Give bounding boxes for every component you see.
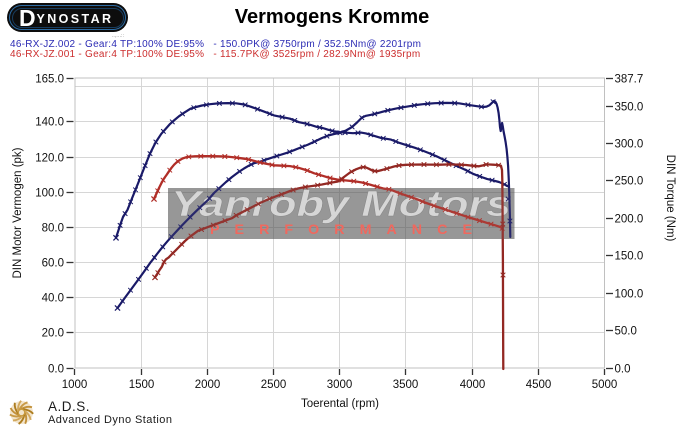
- svg-text:4500: 4500: [526, 379, 552, 391]
- svg-text:PERFORMANCE: PERFORMANCE: [210, 222, 487, 237]
- svg-text:150.0: 150.0: [615, 250, 644, 262]
- svg-text:2000: 2000: [195, 379, 221, 391]
- svg-text:3500: 3500: [393, 379, 419, 391]
- svg-text:200.0: 200.0: [615, 213, 644, 225]
- svg-text:DIN Torque (Nm): DIN Torque (Nm): [664, 155, 676, 242]
- svg-text:20.0: 20.0: [42, 327, 64, 339]
- svg-text:Yanroby Motors: Yanroby Motors: [171, 183, 511, 224]
- svg-text:DIN Motor Vermogen (pk): DIN Motor Vermogen (pk): [12, 147, 24, 278]
- svg-text:Toerental (rpm): Toerental (rpm): [301, 398, 379, 410]
- svg-text:60.0: 60.0: [42, 257, 64, 269]
- svg-text:3000: 3000: [327, 379, 353, 391]
- svg-text:2500: 2500: [261, 379, 287, 391]
- svg-text:140.0: 140.0: [35, 116, 64, 128]
- svg-text:0.0: 0.0: [48, 363, 64, 375]
- svg-text:250.0: 250.0: [615, 175, 644, 187]
- svg-text:5000: 5000: [592, 379, 618, 391]
- svg-text:40.0: 40.0: [42, 292, 64, 304]
- svg-text:1000: 1000: [62, 379, 88, 391]
- svg-text:350.0: 350.0: [615, 101, 644, 113]
- svg-text:80.0: 80.0: [42, 222, 64, 234]
- svg-text:1500: 1500: [129, 379, 155, 391]
- svg-text:4000: 4000: [460, 379, 486, 391]
- svg-text:100.0: 100.0: [35, 187, 64, 199]
- svg-text:0.0: 0.0: [615, 363, 631, 375]
- svg-text:300.0: 300.0: [615, 138, 644, 150]
- svg-text:50.0: 50.0: [615, 325, 637, 337]
- svg-text:100.0: 100.0: [615, 288, 644, 300]
- svg-text:120.0: 120.0: [35, 152, 64, 164]
- svg-text:165.0: 165.0: [35, 73, 64, 85]
- svg-text:387.7: 387.7: [615, 73, 644, 85]
